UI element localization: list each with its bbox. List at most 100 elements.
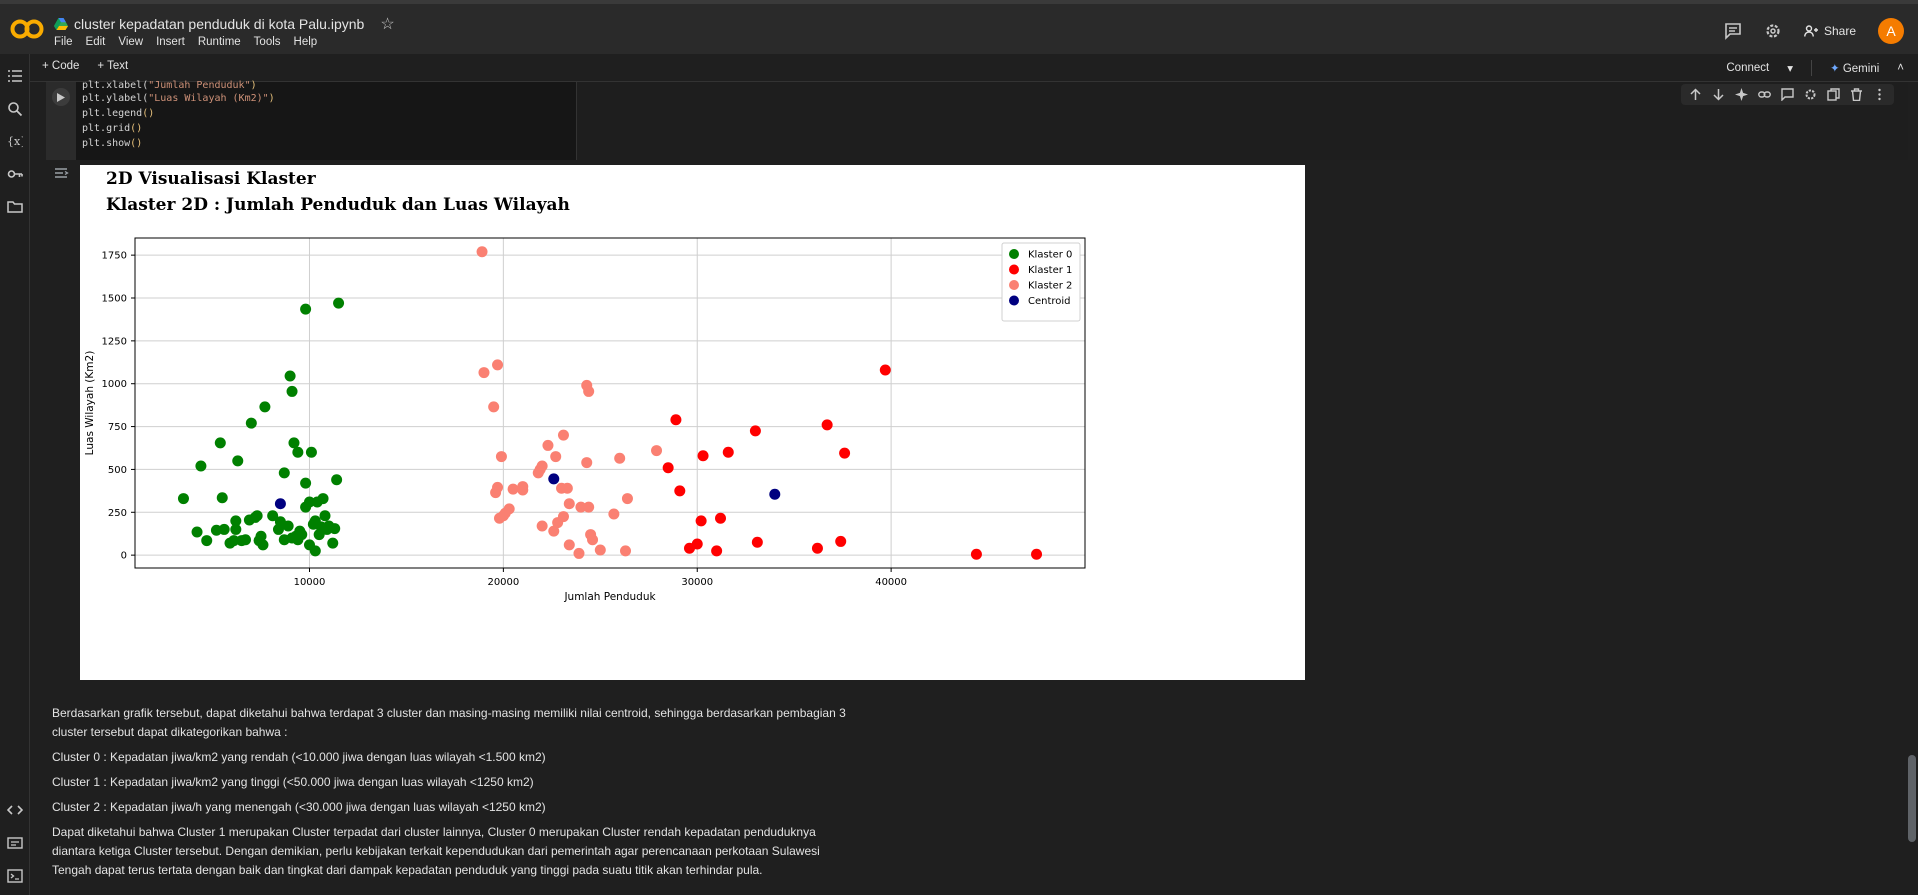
more-icon[interactable] [1873, 88, 1886, 101]
run-button[interactable] [52, 88, 70, 106]
data-point [267, 510, 279, 522]
chevron-up-icon[interactable]: ˄ [1897, 62, 1904, 74]
text-cell[interactable]: Berdasarkan grafik tersebut, dapat diket… [52, 704, 852, 886]
chevron-down-icon[interactable]: ▾ [1787, 63, 1793, 75]
menu-tools[interactable]: Tools [253, 36, 281, 48]
data-point [550, 451, 562, 463]
data-point [284, 370, 296, 382]
y-axis-label: Luas Wilayah (Km2) [84, 351, 96, 456]
cell-output: 2D Visualisasi Klaster Klaster 2D : Juml… [80, 165, 1305, 680]
data-point [651, 445, 663, 457]
comment-icon[interactable] [1724, 22, 1742, 40]
link-icon[interactable] [1758, 88, 1771, 101]
menu-help[interactable]: Help [293, 36, 318, 48]
trash-icon[interactable] [1850, 88, 1863, 101]
legend-marker [1009, 264, 1019, 275]
add-code-button[interactable]: + Code [42, 60, 80, 72]
data-point [557, 429, 569, 441]
data-point [536, 460, 548, 472]
variables-icon[interactable]: {x} [7, 133, 23, 149]
data-point [476, 246, 488, 258]
code-editor[interactable]: plt.xlabel("Jumlah Penduduk") plt.ylabel… [76, 80, 577, 160]
data-point [542, 439, 554, 451]
data-point [548, 525, 560, 537]
cell-gutter [46, 82, 76, 160]
connect-button[interactable]: Connect [1726, 62, 1770, 74]
data-point [563, 498, 575, 510]
data-point [214, 437, 226, 449]
data-point [821, 419, 833, 431]
command-icon[interactable] [7, 835, 23, 851]
legend-label: Klaster 0 [1028, 250, 1072, 261]
colab-logo[interactable] [10, 18, 44, 40]
comment-icon[interactable] [1781, 88, 1794, 101]
y-tick-label: 250 [108, 508, 127, 519]
data-point [749, 425, 761, 437]
data-point [177, 493, 189, 505]
code-line: plt.ylabel("Luas Wilayah (Km2)") [82, 93, 275, 104]
data-point [245, 417, 257, 429]
search-icon[interactable] [7, 101, 23, 117]
menu-runtime[interactable]: Runtime [197, 36, 241, 48]
code-icon[interactable] [7, 802, 23, 818]
data-point [507, 483, 519, 495]
menu-edit[interactable]: Edit [85, 36, 106, 48]
star-icon[interactable]: ☆ [380, 16, 395, 33]
data-point [195, 460, 207, 472]
arrow-up-icon[interactable] [1689, 88, 1702, 101]
data-point [305, 446, 317, 458]
add-text-button[interactable]: + Text [97, 60, 129, 72]
mirror-icon[interactable] [1827, 88, 1840, 101]
data-point [300, 303, 312, 315]
cell-toolbar [1681, 84, 1894, 105]
data-point [697, 450, 709, 462]
legend-label: Centroid [1028, 296, 1071, 307]
data-point [536, 520, 548, 532]
output-toggle-icon[interactable] [54, 166, 70, 180]
data-point [303, 496, 315, 508]
y-tick-label: 1750 [102, 251, 127, 262]
paragraph: Cluster 2 : Kepadatan jiwa/h yang meneng… [52, 800, 546, 814]
data-point [478, 367, 490, 379]
x-tick-label: 10000 [294, 577, 326, 588]
data-point [563, 539, 575, 551]
folder-icon[interactable] [7, 199, 23, 215]
data-point [286, 385, 298, 397]
y-tick-label: 0 [121, 551, 127, 562]
data-point [492, 359, 504, 371]
data-point [608, 508, 620, 520]
menu-view[interactable]: View [118, 36, 144, 48]
gemini-button[interactable]: ✦ Gemini [1830, 61, 1879, 75]
data-point [274, 498, 286, 510]
data-point [811, 542, 823, 554]
y-tick-label: 1250 [102, 336, 127, 347]
gear-icon[interactable] [1764, 22, 1782, 40]
gear-icon[interactable] [1804, 88, 1817, 101]
avatar[interactable]: A [1878, 18, 1904, 44]
code-cell[interactable]: plt.xlabel("Jumlah Penduduk") plt.ylabel… [46, 80, 1908, 160]
paragraph: Cluster 0 : Kepadatan jiwa/km2 yang rend… [52, 750, 546, 764]
data-point [879, 364, 891, 376]
data-point [674, 485, 686, 497]
menu-insert[interactable]: Insert [156, 36, 185, 48]
data-point [1031, 548, 1043, 560]
notebook-toolbar: + Code + Text Connect ▾ ✦ Gemini ˄ [0, 54, 1918, 82]
data-point [581, 457, 593, 469]
arrow-down-icon[interactable] [1712, 88, 1725, 101]
x-tick-label: 30000 [681, 577, 713, 588]
data-point [327, 537, 339, 549]
sparkle-icon[interactable] [1735, 88, 1748, 101]
terminal-icon[interactable] [7, 868, 23, 884]
paragraph: Dapat diketahui bahwa Cluster 1 merupaka… [52, 825, 820, 877]
key-icon[interactable] [7, 166, 23, 182]
notebook-title[interactable]: cluster kepadatan penduduk di kota Palu.… [74, 16, 365, 32]
scrollbar[interactable] [1908, 755, 1916, 842]
data-point [587, 534, 599, 546]
data-point [839, 447, 851, 459]
code-line: plt.legend() [82, 108, 155, 119]
share-button[interactable]: Share [1804, 24, 1856, 38]
y-tick-label: 750 [108, 422, 127, 433]
toc-icon[interactable] [7, 68, 23, 84]
menu-file[interactable]: File [54, 36, 73, 48]
share-icon [1804, 25, 1818, 37]
